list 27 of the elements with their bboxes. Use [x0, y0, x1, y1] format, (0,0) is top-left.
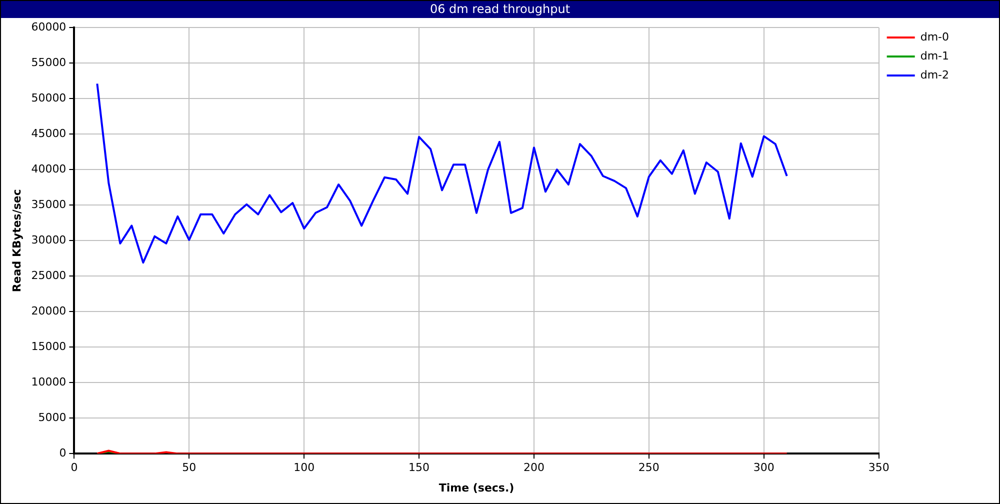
x-axis-title: Time (secs.) [438, 481, 514, 494]
y-tick-label: 55000 [31, 56, 66, 69]
x-tick-label: 300 [753, 461, 774, 474]
y-tick-label: 20000 [31, 304, 66, 318]
x-tick-label: 150 [408, 461, 430, 474]
legend-label: dm-0 [920, 30, 950, 44]
y-axis-title: Read KBytes/sec [10, 189, 24, 292]
legend-label: dm-1 [920, 49, 950, 62]
x-tick-label: 250 [638, 461, 660, 474]
y-tick-label: 35000 [31, 198, 66, 211]
y-tick-label: 50000 [31, 91, 66, 104]
x-tick-label: 200 [523, 461, 544, 474]
y-tick-label: 60000 [31, 20, 66, 34]
x-tick-label: 50 [182, 461, 196, 474]
x-tick-label: 350 [868, 461, 890, 474]
y-tick-label: 10000 [31, 375, 66, 388]
y-tick-label: 45000 [31, 126, 66, 140]
y-tick-label: 30000 [31, 233, 66, 246]
y-tick-label: 40000 [31, 162, 66, 176]
legend-label: dm-2 [920, 68, 950, 82]
y-tick-label: 0 [59, 446, 66, 460]
x-tick-label: 100 [294, 461, 315, 474]
x-tick-label: 0 [70, 461, 78, 474]
y-tick-label: 5000 [38, 410, 66, 424]
y-tick-label: 15000 [31, 340, 66, 353]
chart-title: 06 dm read throughput [1, 1, 999, 18]
y-tick-label: 25000 [31, 268, 66, 282]
